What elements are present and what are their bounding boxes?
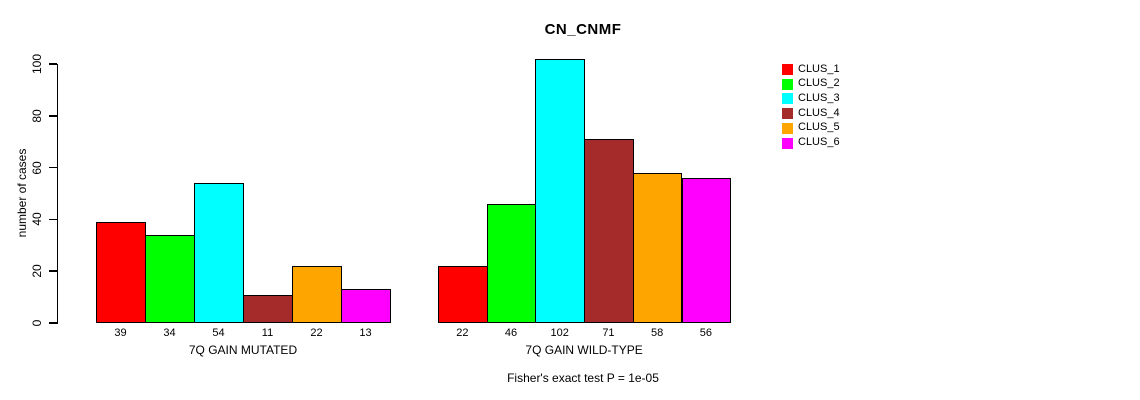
y-axis-label: number of cases [15, 148, 29, 238]
x-group-label: 7Q GAIN WILD-TYPE [525, 343, 643, 357]
bar-value-label: 22 [310, 327, 323, 339]
y-tick [48, 270, 57, 272]
bar-value-label: 56 [699, 327, 712, 339]
y-tick [48, 322, 57, 324]
bar-value-label: 46 [504, 327, 518, 339]
bar-value-label: 22 [456, 327, 469, 339]
legend-label: CLUS_4 [798, 106, 840, 119]
y-tick-label: 20 [30, 264, 44, 278]
y-tick-label: 80 [30, 109, 44, 123]
bar-clus_4 [243, 294, 293, 323]
y-tick [48, 166, 57, 169]
bar-clus_6 [681, 177, 732, 323]
bar-clus_2 [145, 234, 195, 323]
fisher-test-annotation: Fisher's exact test P = 1e-05 [507, 371, 659, 385]
bar-clus_1 [438, 266, 488, 323]
bar-clus_3 [194, 183, 244, 323]
bar-clus_2 [486, 203, 537, 323]
bar-clus_4 [584, 139, 634, 323]
y-tick-label: 40 [30, 212, 44, 227]
bar-value-label: 71 [602, 327, 615, 339]
bar-value-label: 54 [212, 327, 225, 339]
bar-clus_1 [96, 221, 146, 323]
bar-clus_6 [341, 289, 391, 323]
legend-swatch-clus_3 [782, 93, 793, 105]
bar-value-label: 102 [550, 327, 569, 339]
chart-title: CN_CNMF [544, 21, 622, 38]
y-tick [48, 218, 57, 221]
bar-value-label: 39 [114, 327, 127, 339]
bar-value-label: 34 [163, 327, 176, 339]
legend-label: CLUS_2 [798, 77, 840, 90]
legend-swatch-clus_5 [782, 122, 793, 134]
y-tick [48, 63, 57, 65]
bar-clus_3 [535, 58, 586, 323]
legend-label: CLUS_5 [798, 121, 840, 134]
legend-label: CLUS_3 [798, 91, 840, 104]
legend-swatch-clus_4 [782, 108, 793, 120]
legend-label: CLUS_6 [798, 136, 840, 148]
y-tick [48, 115, 57, 117]
bar-clus_5 [292, 266, 342, 323]
y-tick-label: 60 [30, 160, 44, 175]
x-group-label: 7Q GAIN MUTATED [188, 343, 298, 357]
y-tick-label: 0 [30, 319, 44, 327]
bar-clus_5 [632, 172, 683, 323]
y-tick-label: 100 [30, 53, 44, 75]
bar-value-label: 13 [359, 327, 372, 339]
legend-swatch-clus_6 [782, 137, 793, 149]
y-axis-line [56, 64, 58, 324]
legend-swatch-clus_1 [782, 64, 793, 75]
legend-label: CLUS_1 [798, 62, 840, 75]
bar-value-label: 58 [651, 327, 664, 339]
legend-swatch-clus_2 [782, 78, 793, 90]
bar-value-label: 11 [261, 327, 274, 339]
